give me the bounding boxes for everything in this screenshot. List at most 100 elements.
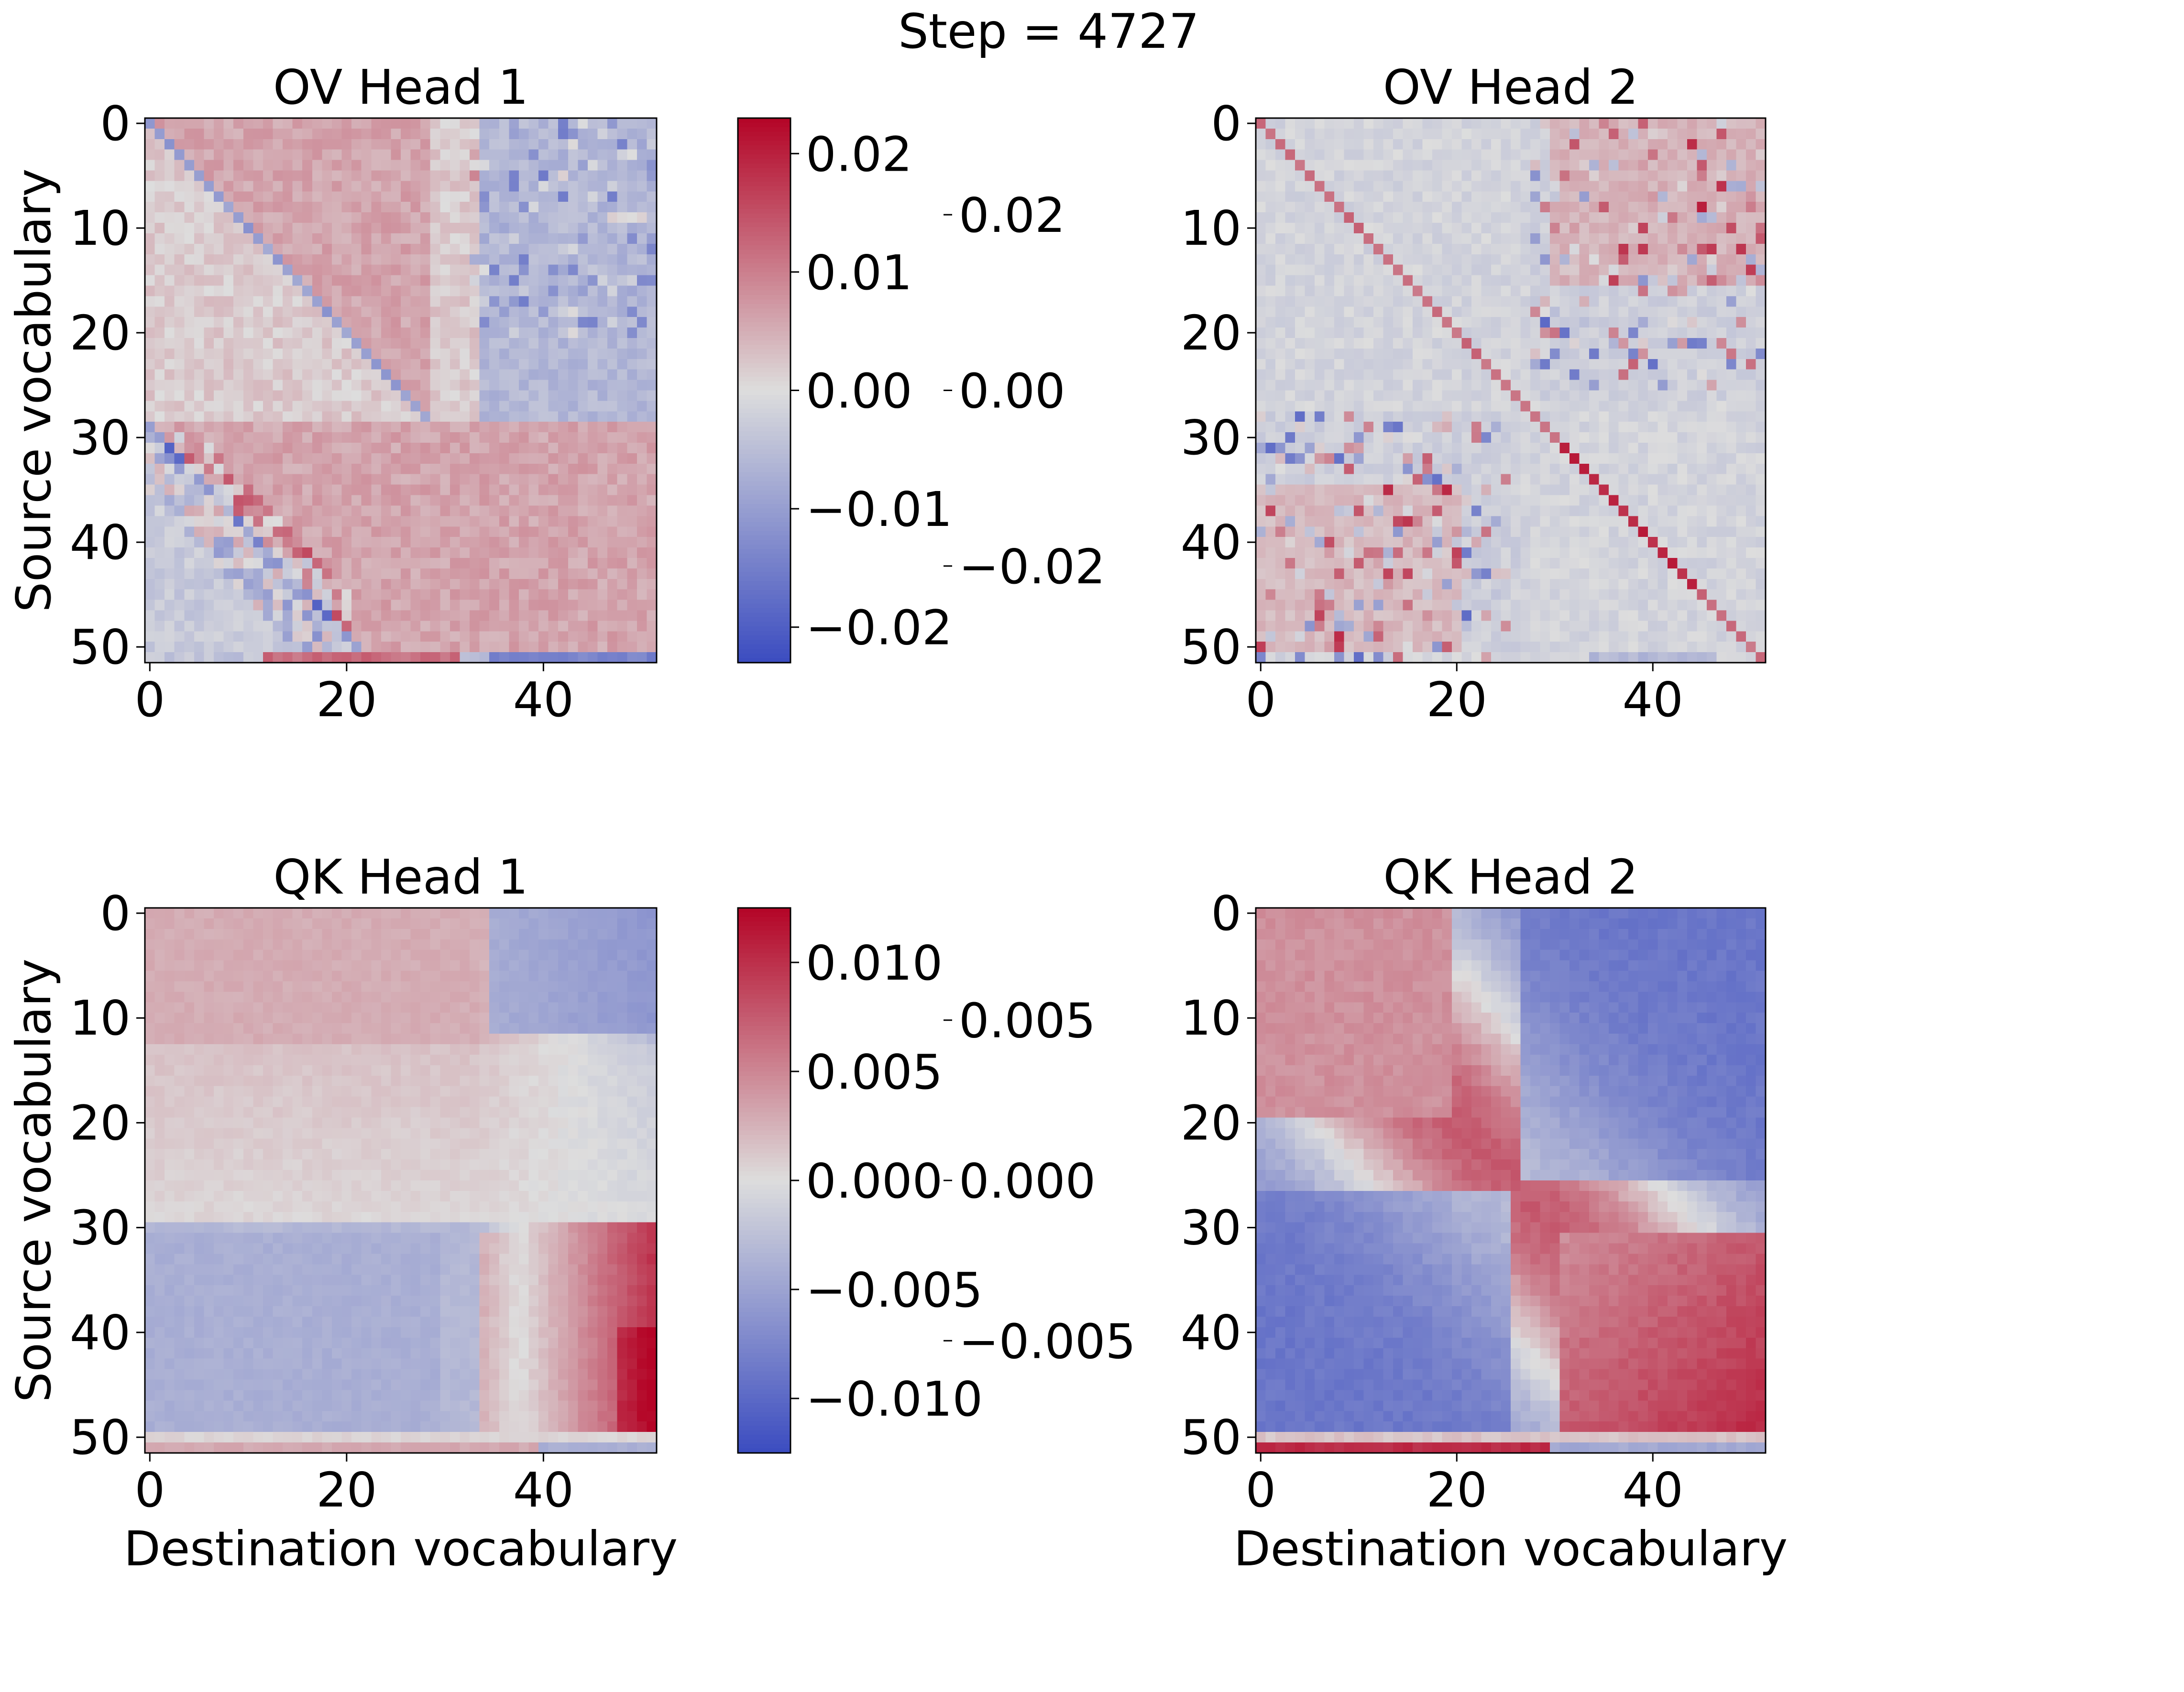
- heatmap-cell: [627, 610, 637, 621]
- heatmap-cell: [174, 432, 185, 443]
- heatmap-cell: [1334, 170, 1345, 182]
- heatmap-cell: [1609, 306, 1619, 317]
- heatmap-cell: [292, 453, 303, 464]
- heatmap-cell: [1413, 338, 1423, 349]
- heatmap-cell: [518, 149, 529, 161]
- heatmap-cell: [1422, 181, 1433, 192]
- heatmap-cell: [460, 642, 470, 653]
- heatmap-cell: [214, 600, 224, 611]
- heatmap-cell: [1324, 369, 1335, 381]
- heatmap-cell: [283, 191, 293, 202]
- heatmap-cell: [1324, 275, 1335, 286]
- heatmap-cell: [1344, 243, 1354, 255]
- heatmap-cell: [1726, 484, 1737, 496]
- heatmap-cell: [607, 264, 618, 276]
- heatmap-cell: [1334, 443, 1345, 454]
- heatmap-cell: [351, 233, 362, 244]
- heatmap-cell: [381, 306, 392, 317]
- heatmap-cell: [1520, 149, 1531, 161]
- heatmap-cell: [578, 463, 588, 475]
- heatmap-cell: [1315, 463, 1325, 475]
- heatmap-cell: [292, 589, 303, 600]
- heatmap-cell: [243, 191, 253, 202]
- heatmap-cell: [1618, 327, 1629, 338]
- heatmap-cell: [184, 484, 195, 496]
- heatmap-cell: [1403, 285, 1413, 296]
- heatmap-cell: [1589, 484, 1600, 496]
- heatmap-cell: [1413, 139, 1423, 150]
- heatmap-cell: [184, 505, 195, 516]
- heatmap-cell: [1716, 243, 1727, 255]
- heatmap-cell: [1373, 338, 1384, 349]
- colorbar-segment: [738, 263, 790, 269]
- heatmap-cell: [312, 359, 322, 370]
- heatmap-cell: [184, 390, 195, 401]
- colorbar-segment: [738, 322, 790, 327]
- heatmap-cell: [1442, 484, 1452, 496]
- heatmap-cell: [617, 359, 627, 370]
- heatmap-cell: [361, 401, 372, 412]
- heatmap-cell: [1589, 474, 1600, 485]
- heatmap-cell: [243, 128, 253, 140]
- heatmap-cell: [263, 526, 274, 537]
- heatmap-cell: [430, 642, 440, 653]
- heatmap-cell: [440, 463, 450, 475]
- heatmap-cell: [578, 526, 588, 537]
- heatmap-cell: [283, 118, 293, 129]
- heatmap-cell: [499, 516, 509, 527]
- heatmap-cell: [165, 652, 175, 663]
- heatmap-cell: [1461, 160, 1472, 171]
- heatmap-cell: [331, 191, 342, 202]
- heatmap-cell: [1501, 317, 1511, 328]
- heatmap-cell: [410, 223, 421, 234]
- heatmap-cell: [1599, 118, 1609, 129]
- heatmap-cell: [509, 621, 519, 632]
- heatmap-cell: [1540, 359, 1550, 370]
- heatmap-cell: [538, 495, 549, 506]
- heatmap-cell: [1540, 223, 1550, 234]
- heatmap-cell: [1373, 369, 1384, 381]
- heatmap-cell: [558, 128, 569, 140]
- heatmap-cell: [1726, 443, 1737, 454]
- heatmap-cell: [1559, 160, 1570, 171]
- heatmap-cell: [1324, 443, 1335, 454]
- heatmap-cell: [1628, 223, 1639, 234]
- heatmap-cell: [331, 139, 342, 150]
- heatmap-cell: [341, 369, 352, 381]
- heatmap-cell: [1265, 243, 1276, 255]
- heatmap-cell: [647, 505, 657, 516]
- heatmap-cell: [174, 170, 185, 182]
- heatmap-cell: [341, 338, 352, 349]
- heatmap-cell: [312, 139, 322, 150]
- heatmap-cell: [1393, 411, 1404, 422]
- heatmap-cell: [312, 516, 322, 527]
- heatmap-cell: [1373, 170, 1384, 182]
- heatmap-cell: [243, 327, 253, 338]
- heatmap-cell: [430, 547, 440, 558]
- heatmap-cell: [302, 443, 313, 454]
- heatmap-cell: [283, 264, 293, 276]
- heatmap-cell: [391, 264, 401, 276]
- heatmap-cell: [1315, 380, 1325, 391]
- heatmap-cell: [1305, 422, 1315, 433]
- heatmap-cell: [489, 557, 500, 569]
- heatmap-cell: [283, 547, 293, 558]
- heatmap-cell: [1569, 505, 1580, 516]
- heatmap-cell: [253, 223, 263, 234]
- heatmap-cell: [647, 484, 657, 496]
- heatmap-cell: [1618, 516, 1629, 527]
- heatmap-cell: [174, 275, 185, 286]
- heatmap-cell: [528, 306, 539, 317]
- heatmap-cell: [194, 621, 205, 632]
- heatmap-cell: [1559, 484, 1570, 496]
- heatmap-cell: [371, 401, 382, 412]
- heatmap-cell: [204, 453, 214, 464]
- heatmap-cell: [1511, 118, 1521, 129]
- heatmap-cell: [1648, 411, 1658, 422]
- heatmap-cell: [470, 600, 480, 611]
- heatmap-cell: [243, 254, 253, 265]
- heatmap-cell: [1589, 306, 1600, 317]
- heatmap-cell: [587, 401, 598, 412]
- heatmap-cell: [647, 568, 657, 579]
- heatmap-cell: [1363, 516, 1374, 527]
